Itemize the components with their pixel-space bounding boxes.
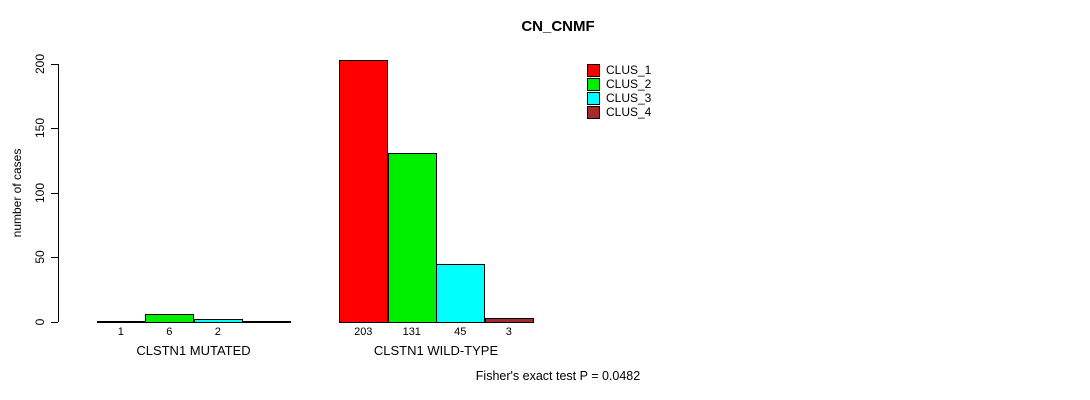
y-axis-tick-label: 50 [33, 250, 47, 264]
legend-swatch-icon [587, 91, 600, 105]
y-axis-line [58, 64, 59, 322]
bar-value-label: 203 [354, 326, 373, 338]
group-label: CLSTN1 MUTATED [136, 343, 251, 358]
group-label: CLSTN1 WILD-TYPE [373, 343, 499, 358]
legend-label: CLUS_4 [606, 105, 652, 119]
legend-swatch-icon [587, 105, 600, 119]
y-axis-tick [51, 128, 58, 129]
chart-title: CN_CNMF [521, 18, 595, 35]
legend-swatch-icon [587, 77, 600, 91]
y-axis-label: number of cases [10, 148, 24, 238]
bar-clus_4 [485, 318, 534, 323]
y-axis-tick-label: 100 [33, 182, 47, 204]
bar-value-label: 45 [454, 326, 467, 338]
bar-clus_3 [194, 319, 243, 323]
legend-item-clus_2: CLUS_2 [587, 77, 651, 91]
y-axis-tick [51, 322, 58, 323]
bar-clus_3 [436, 264, 485, 323]
legend-item-clus_1: CLUS_1 [587, 63, 651, 77]
bar-value-label: 6 [166, 326, 173, 338]
y-axis-tick-label: 150 [33, 117, 47, 139]
legend-item-clus_4: CLUS_4 [587, 105, 651, 119]
fisher-test-annotation: Fisher's exact test P = 0.0482 [475, 369, 641, 383]
legend-label: CLUS_1 [606, 63, 652, 77]
y-axis-tick-label: 0 [33, 318, 47, 326]
bar-clus_1 [97, 321, 146, 323]
y-axis-tick-label: 200 [33, 53, 47, 75]
bar-value-label: 3 [505, 326, 512, 338]
bar-clus_2 [145, 314, 194, 323]
bar-value-label: 2 [214, 326, 221, 338]
bar-value-label: 1 [117, 326, 124, 338]
bar-value-label: 131 [402, 326, 421, 338]
y-axis-tick [51, 193, 58, 194]
legend-label: CLUS_3 [606, 91, 652, 105]
legend-label: CLUS_2 [606, 77, 652, 91]
y-axis-tick [51, 257, 58, 258]
y-axis-tick [51, 64, 58, 65]
legend-swatch-icon [587, 63, 600, 77]
legend: CLUS_1 CLUS_2 CLUS_3 CLUS_4 [587, 63, 651, 119]
legend-item-clus_3: CLUS_3 [587, 91, 651, 105]
bar-clus_1 [339, 60, 388, 323]
bar-clus_2 [388, 153, 437, 323]
